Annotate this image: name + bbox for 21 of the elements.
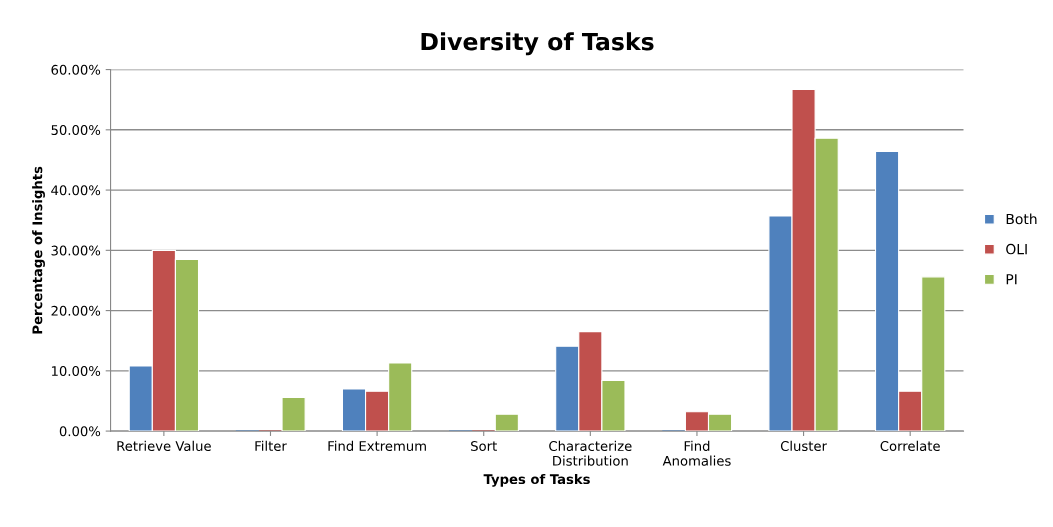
chart-title: Diversity of Tasks [421, 32, 654, 56]
y-tick-label: 40.00% [51, 185, 101, 196]
x-tick-label: Cluster [780, 440, 827, 452]
x-axis-title: Types of Tasks [483, 473, 590, 487]
y-tick-label: 50.00% [51, 125, 101, 136]
x-tick-label: Sort [471, 441, 497, 452]
x-tick-label: Find Anomalies [662, 440, 731, 466]
y-tick-label: 0.00% [59, 426, 101, 437]
x-tick-label: Correlate [880, 440, 940, 452]
x-tick-label: Filter [255, 440, 287, 452]
y-axis-title: Percentage of Insights [32, 166, 45, 334]
y-tick-label: 30.00% [51, 245, 101, 256]
legend-label: OLI [1006, 243, 1027, 255]
y-tick-label: 20.00% [51, 305, 101, 316]
legend-label: PI [1006, 274, 1017, 285]
legend-label: Both [1006, 213, 1037, 225]
y-tick-label: 10.00% [51, 366, 101, 377]
x-tick-label: Find Extremum [328, 440, 426, 452]
x-tick-label: Retrieve Value [117, 440, 211, 452]
x-tick-label: Characterize Distribution [549, 440, 632, 466]
y-tick-label: 60.00% [51, 64, 101, 75]
